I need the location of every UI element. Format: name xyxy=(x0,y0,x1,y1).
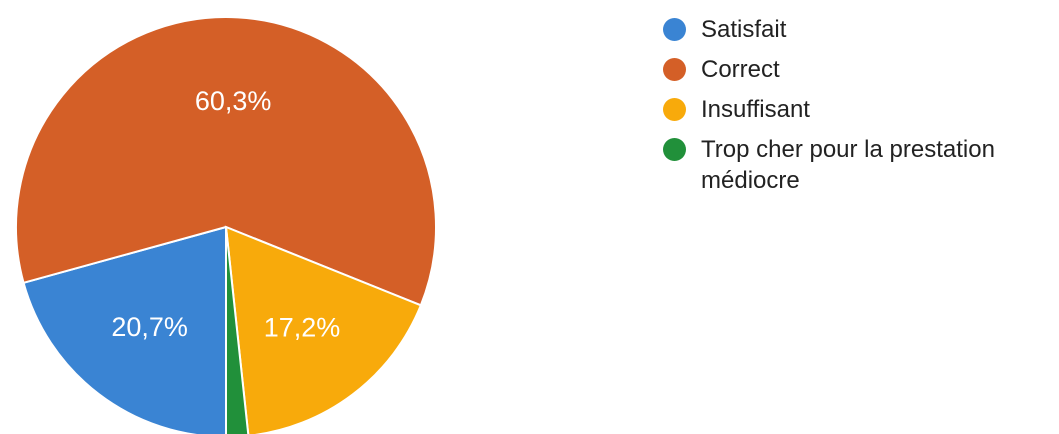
legend-label: Insuffisant xyxy=(701,96,810,123)
legend-label: Satisfait xyxy=(701,16,787,43)
pie-slice-insuffisant xyxy=(224,225,423,434)
slice-data-label: 17,2% xyxy=(264,312,341,342)
legend-item: Trop cher pour la prestation médiocre xyxy=(663,134,1053,196)
legend-label: Trop cher pour la prestation médiocre xyxy=(701,136,995,194)
pie-slice-satisfait xyxy=(22,225,227,434)
legend-item: Correct xyxy=(663,54,1053,85)
slice-data-label: 60,3% xyxy=(195,86,272,116)
slice-data-label: 20,7% xyxy=(111,312,188,342)
legend-swatch xyxy=(663,18,686,41)
pie-slice-trop-cher-pour-la-prestation-m-diocre xyxy=(225,226,250,434)
legend-swatch xyxy=(663,98,686,121)
pie-plot-area: 20,7% 60,3% 17,2% xyxy=(15,16,437,434)
legend-swatch xyxy=(663,138,686,161)
legend-item: Insuffisant xyxy=(663,94,1053,125)
legend-swatch xyxy=(663,58,686,81)
pie-slice-correct xyxy=(15,16,437,307)
legend-item: Satisfait xyxy=(663,14,1053,45)
legend-label: Correct xyxy=(701,56,780,83)
chart-legend: Satisfait Correct Insuffisant Trop cher pou… xyxy=(663,14,1053,205)
